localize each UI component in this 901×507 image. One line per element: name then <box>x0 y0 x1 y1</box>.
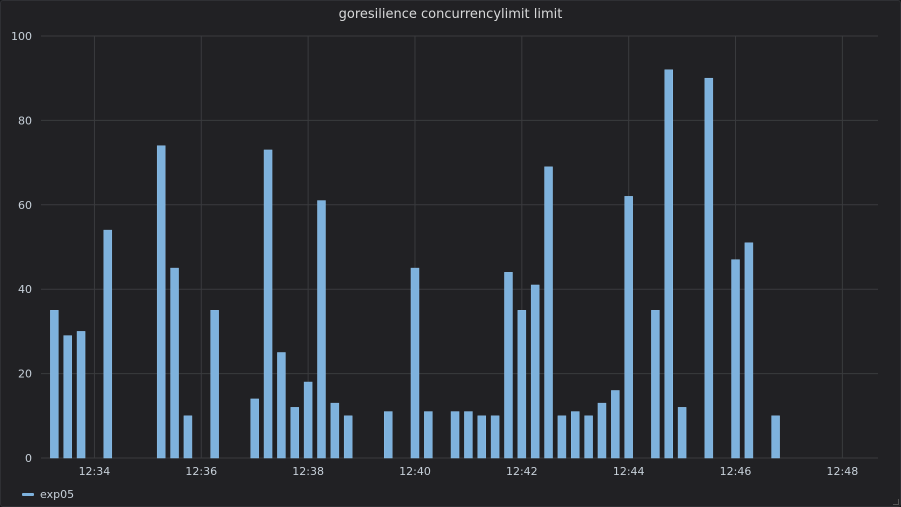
bar[interactable] <box>490 415 500 459</box>
x-tick-label: 12:40 <box>399 465 431 478</box>
y-tick-label: 40 <box>18 283 32 296</box>
bar[interactable] <box>530 284 540 459</box>
bar[interactable] <box>704 77 714 459</box>
bar[interactable] <box>624 196 633 459</box>
bar[interactable] <box>250 398 259 459</box>
y-axis: 0 20 40 60 80 100 <box>11 30 32 465</box>
x-tick-label: 12:38 <box>292 465 324 478</box>
bar[interactable] <box>103 229 113 459</box>
bar[interactable] <box>464 411 473 459</box>
series-exp05 <box>50 69 780 459</box>
y-tick-label: 100 <box>11 30 32 43</box>
y-tick-label: 60 <box>18 199 32 212</box>
legend-swatch-icon <box>22 493 34 496</box>
bar[interactable] <box>63 335 72 459</box>
bar[interactable] <box>584 415 593 459</box>
bar[interactable] <box>410 267 420 459</box>
x-tick-label: 12:44 <box>613 465 645 478</box>
bar[interactable] <box>343 415 353 459</box>
bar[interactable] <box>277 352 286 459</box>
bar[interactable] <box>183 415 193 459</box>
bar[interactable] <box>450 411 460 459</box>
bar[interactable] <box>651 310 660 459</box>
panel-title[interactable]: goresilience concurrencylimit limit <box>338 7 563 22</box>
bar[interactable] <box>664 69 673 459</box>
bar[interactable] <box>330 402 340 459</box>
bar[interactable] <box>571 411 580 459</box>
bar[interactable] <box>731 259 740 459</box>
bar[interactable] <box>50 310 59 459</box>
bar[interactable] <box>156 145 166 459</box>
legend: exp05 <box>22 488 74 501</box>
bar[interactable] <box>317 200 326 459</box>
y-tick-label: 80 <box>18 114 32 127</box>
bar[interactable] <box>424 411 433 459</box>
y-tick-label: 0 <box>25 452 32 465</box>
bar[interactable] <box>210 310 219 459</box>
x-tick-label: 12:48 <box>827 465 859 478</box>
bar[interactable] <box>263 149 273 459</box>
resize-handle-icon[interactable] <box>893 499 899 505</box>
bar[interactable] <box>557 415 567 459</box>
bar[interactable] <box>517 310 527 459</box>
y-tick-label: 20 <box>18 368 32 381</box>
bar[interactable] <box>76 331 86 459</box>
x-tick-label: 12:42 <box>506 465 538 478</box>
x-tick-label: 12:46 <box>720 465 752 478</box>
bar[interactable] <box>771 415 780 459</box>
x-tick-label: 12:36 <box>185 465 217 478</box>
x-axis: 12:34 12:36 12:38 12:40 12:42 12:44 12:46 12:48 <box>79 465 859 478</box>
x-tick-label: 12:34 <box>79 465 111 478</box>
bar[interactable] <box>504 272 513 459</box>
bar[interactable] <box>303 381 313 459</box>
bar[interactable] <box>744 242 754 459</box>
bar[interactable] <box>384 411 393 459</box>
bar[interactable] <box>544 166 553 459</box>
bar[interactable] <box>677 407 687 459</box>
bar[interactable] <box>290 407 300 459</box>
bar[interactable] <box>597 402 607 459</box>
bar[interactable] <box>611 390 620 459</box>
bar[interactable] <box>170 267 179 459</box>
legend-item-label[interactable]: exp05 <box>40 488 75 501</box>
bar[interactable] <box>477 415 487 459</box>
